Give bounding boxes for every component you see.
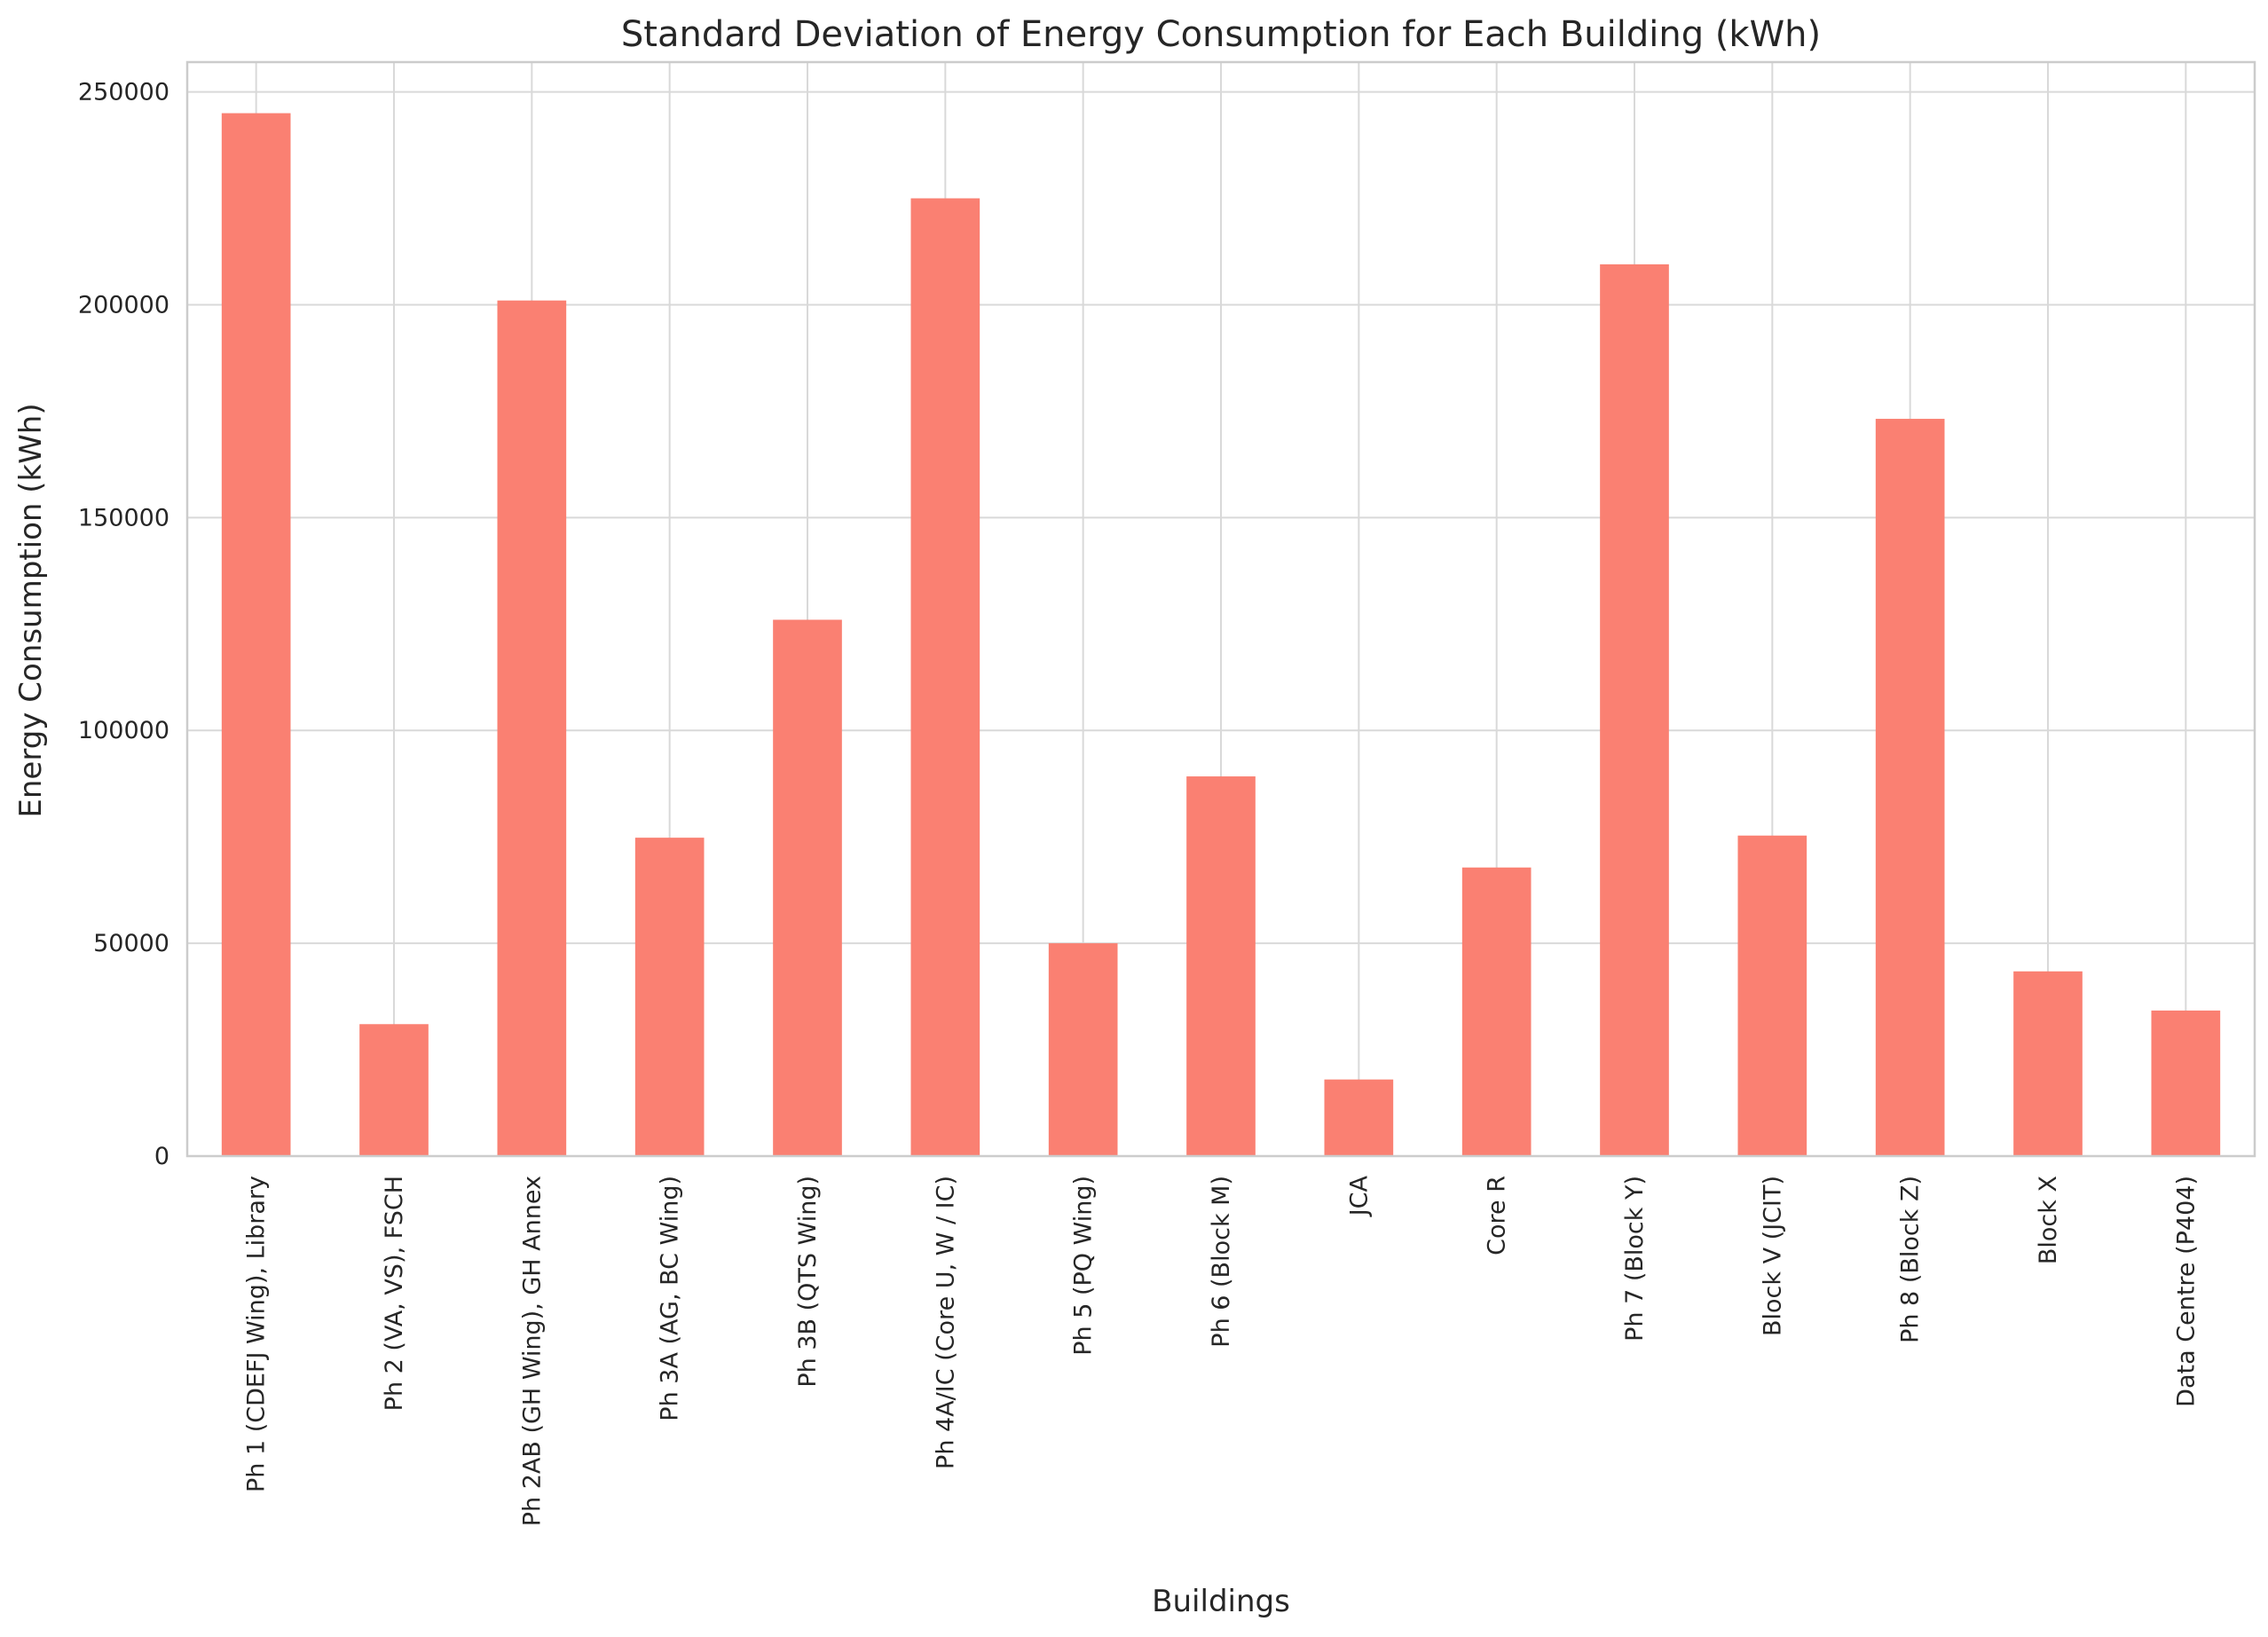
y-tick-label: 0 <box>154 1143 169 1170</box>
x-tick-label: Core R <box>1484 1176 1511 1255</box>
y-tick-label: 250000 <box>78 79 169 106</box>
bar <box>1324 1079 1394 1156</box>
x-tick-label: Ph 2AB (GH Wing), GH Annex <box>518 1176 546 1526</box>
x-tick-label: Ph 3A (AG, BC Wing) <box>657 1176 684 1421</box>
x-tick-label: JCA <box>1345 1175 1373 1217</box>
bar <box>2013 971 2083 1156</box>
bar <box>1875 419 1945 1156</box>
x-tick-label: Block V (JCIT) <box>1759 1176 1786 1336</box>
bar <box>634 838 705 1156</box>
bar <box>221 113 291 1156</box>
x-tick-label: Data Centre (P404) <box>2172 1176 2200 1407</box>
bar <box>1461 867 1532 1156</box>
y-tick-label: 200000 <box>78 291 169 319</box>
y-tick-labels: 0 50000 100000 150000 200000 250000 <box>78 79 169 1170</box>
bar <box>2151 1010 2221 1156</box>
x-tick-label: Ph 2 (VA, VS), FSCH <box>381 1176 408 1411</box>
bar <box>1048 943 1118 1156</box>
x-tick-label: Ph 1 (CDEFJ Wing), Library <box>243 1176 271 1492</box>
y-tick-label: 150000 <box>78 504 169 531</box>
x-tick-label: Ph 7 (Block Y) <box>1621 1176 1649 1342</box>
x-tick-labels: Ph 1 (CDEFJ Wing), Library Ph 2 (VA, VS),… <box>243 1175 2201 1526</box>
x-tick-label: Block X <box>2035 1176 2062 1264</box>
bar <box>497 300 567 1156</box>
y-tick-label: 100000 <box>78 717 169 744</box>
plot-frame <box>185 60 2256 1158</box>
bar <box>773 619 842 1156</box>
x-tick-label: Ph 4A/IC (Core U, W / IC) <box>932 1176 959 1469</box>
bar <box>910 198 980 1157</box>
bar-layer <box>221 113 2221 1157</box>
bar <box>1737 835 1807 1156</box>
y-axis-label: Energy Consumption (kWh) <box>13 403 49 817</box>
y-tick-label: 50000 <box>93 930 169 957</box>
x-tick-label: Ph 8 (Block Z) <box>1897 1176 1925 1343</box>
bar <box>359 1024 429 1156</box>
x-axis-label: Buildings <box>1152 1584 1290 1619</box>
x-tick-label: Ph 5 (PQ Wing) <box>1070 1176 1098 1356</box>
bar <box>1186 776 1256 1156</box>
chart-title: Standard Deviation of Energy Consumption… <box>621 14 1821 55</box>
bar <box>1600 264 1669 1156</box>
x-tick-label: Ph 3B (QTS Wing) <box>794 1176 822 1388</box>
x-tick-label: Ph 6 (Block M) <box>1208 1176 1235 1348</box>
